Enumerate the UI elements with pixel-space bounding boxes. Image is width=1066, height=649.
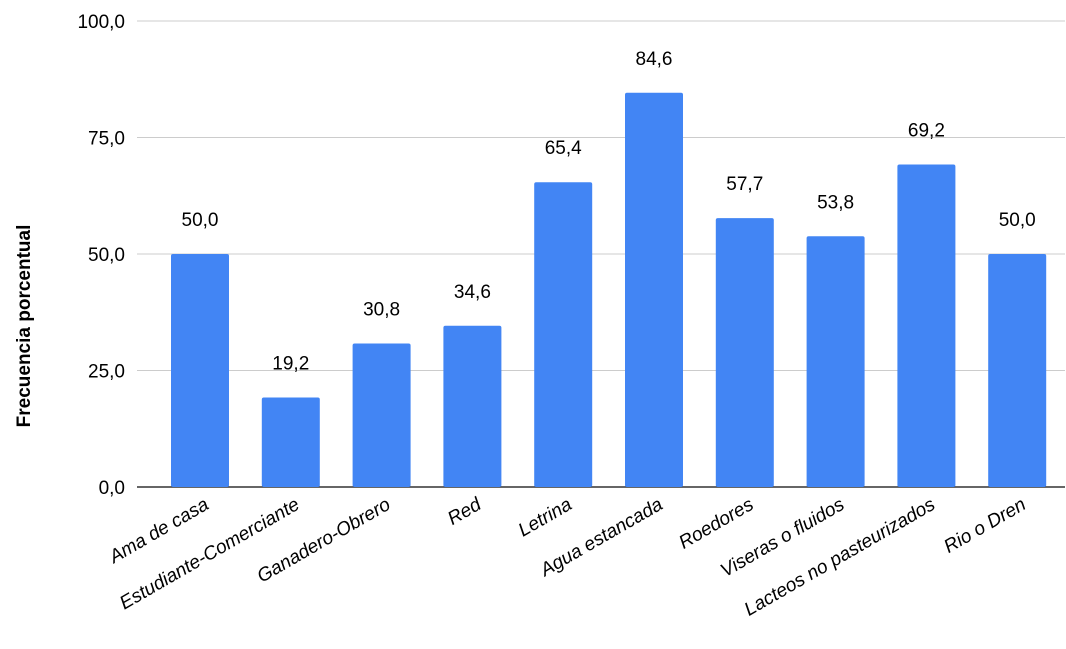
data-label: 19,2 (272, 354, 309, 375)
data-label: 53,8 (817, 192, 854, 213)
bar (897, 164, 956, 487)
x-tick-label: Letrina (515, 494, 576, 541)
bar (534, 182, 593, 487)
data-labels: 50,0 19,2 30,8 34,6 65,4 84,6 57,7 53,8 69,2 50,0 (182, 49, 1036, 375)
x-tick-label: Rio o Dren (941, 494, 1030, 558)
x-tick-label: Red (444, 493, 486, 529)
data-label: 34,6 (454, 282, 491, 303)
y-tick-label: 50,0 (88, 245, 125, 266)
x-axis-categories: Ama de casaEstudiante-ComercianteGanader… (105, 493, 1030, 620)
y-axis-ticks: 0,0 25,0 50,0 75,0 100,0 (77, 12, 125, 499)
y-tick-label: 25,0 (88, 362, 125, 383)
data-label: 84,6 (636, 49, 673, 70)
data-label: 57,7 (726, 174, 763, 195)
y-tick-label: 0,0 (99, 478, 125, 499)
y-tick-label: 75,0 (88, 129, 125, 150)
data-label: 30,8 (363, 299, 400, 320)
data-label: 65,4 (545, 138, 582, 159)
data-label: 69,2 (908, 121, 945, 142)
data-label: 50,0 (999, 210, 1036, 231)
bar (443, 325, 502, 487)
bar (806, 236, 865, 487)
bar (261, 397, 320, 487)
y-axis-title: Frecuencia porcentual (14, 225, 35, 428)
bar (171, 254, 229, 487)
bar (625, 92, 683, 487)
y-tick-label: 100,0 (77, 12, 125, 33)
data-label: 50,0 (182, 210, 219, 231)
bar (988, 254, 1047, 487)
x-tick-label: Roedores (675, 494, 757, 554)
bars (171, 92, 1047, 488)
bar (352, 343, 411, 487)
bar (715, 218, 774, 488)
